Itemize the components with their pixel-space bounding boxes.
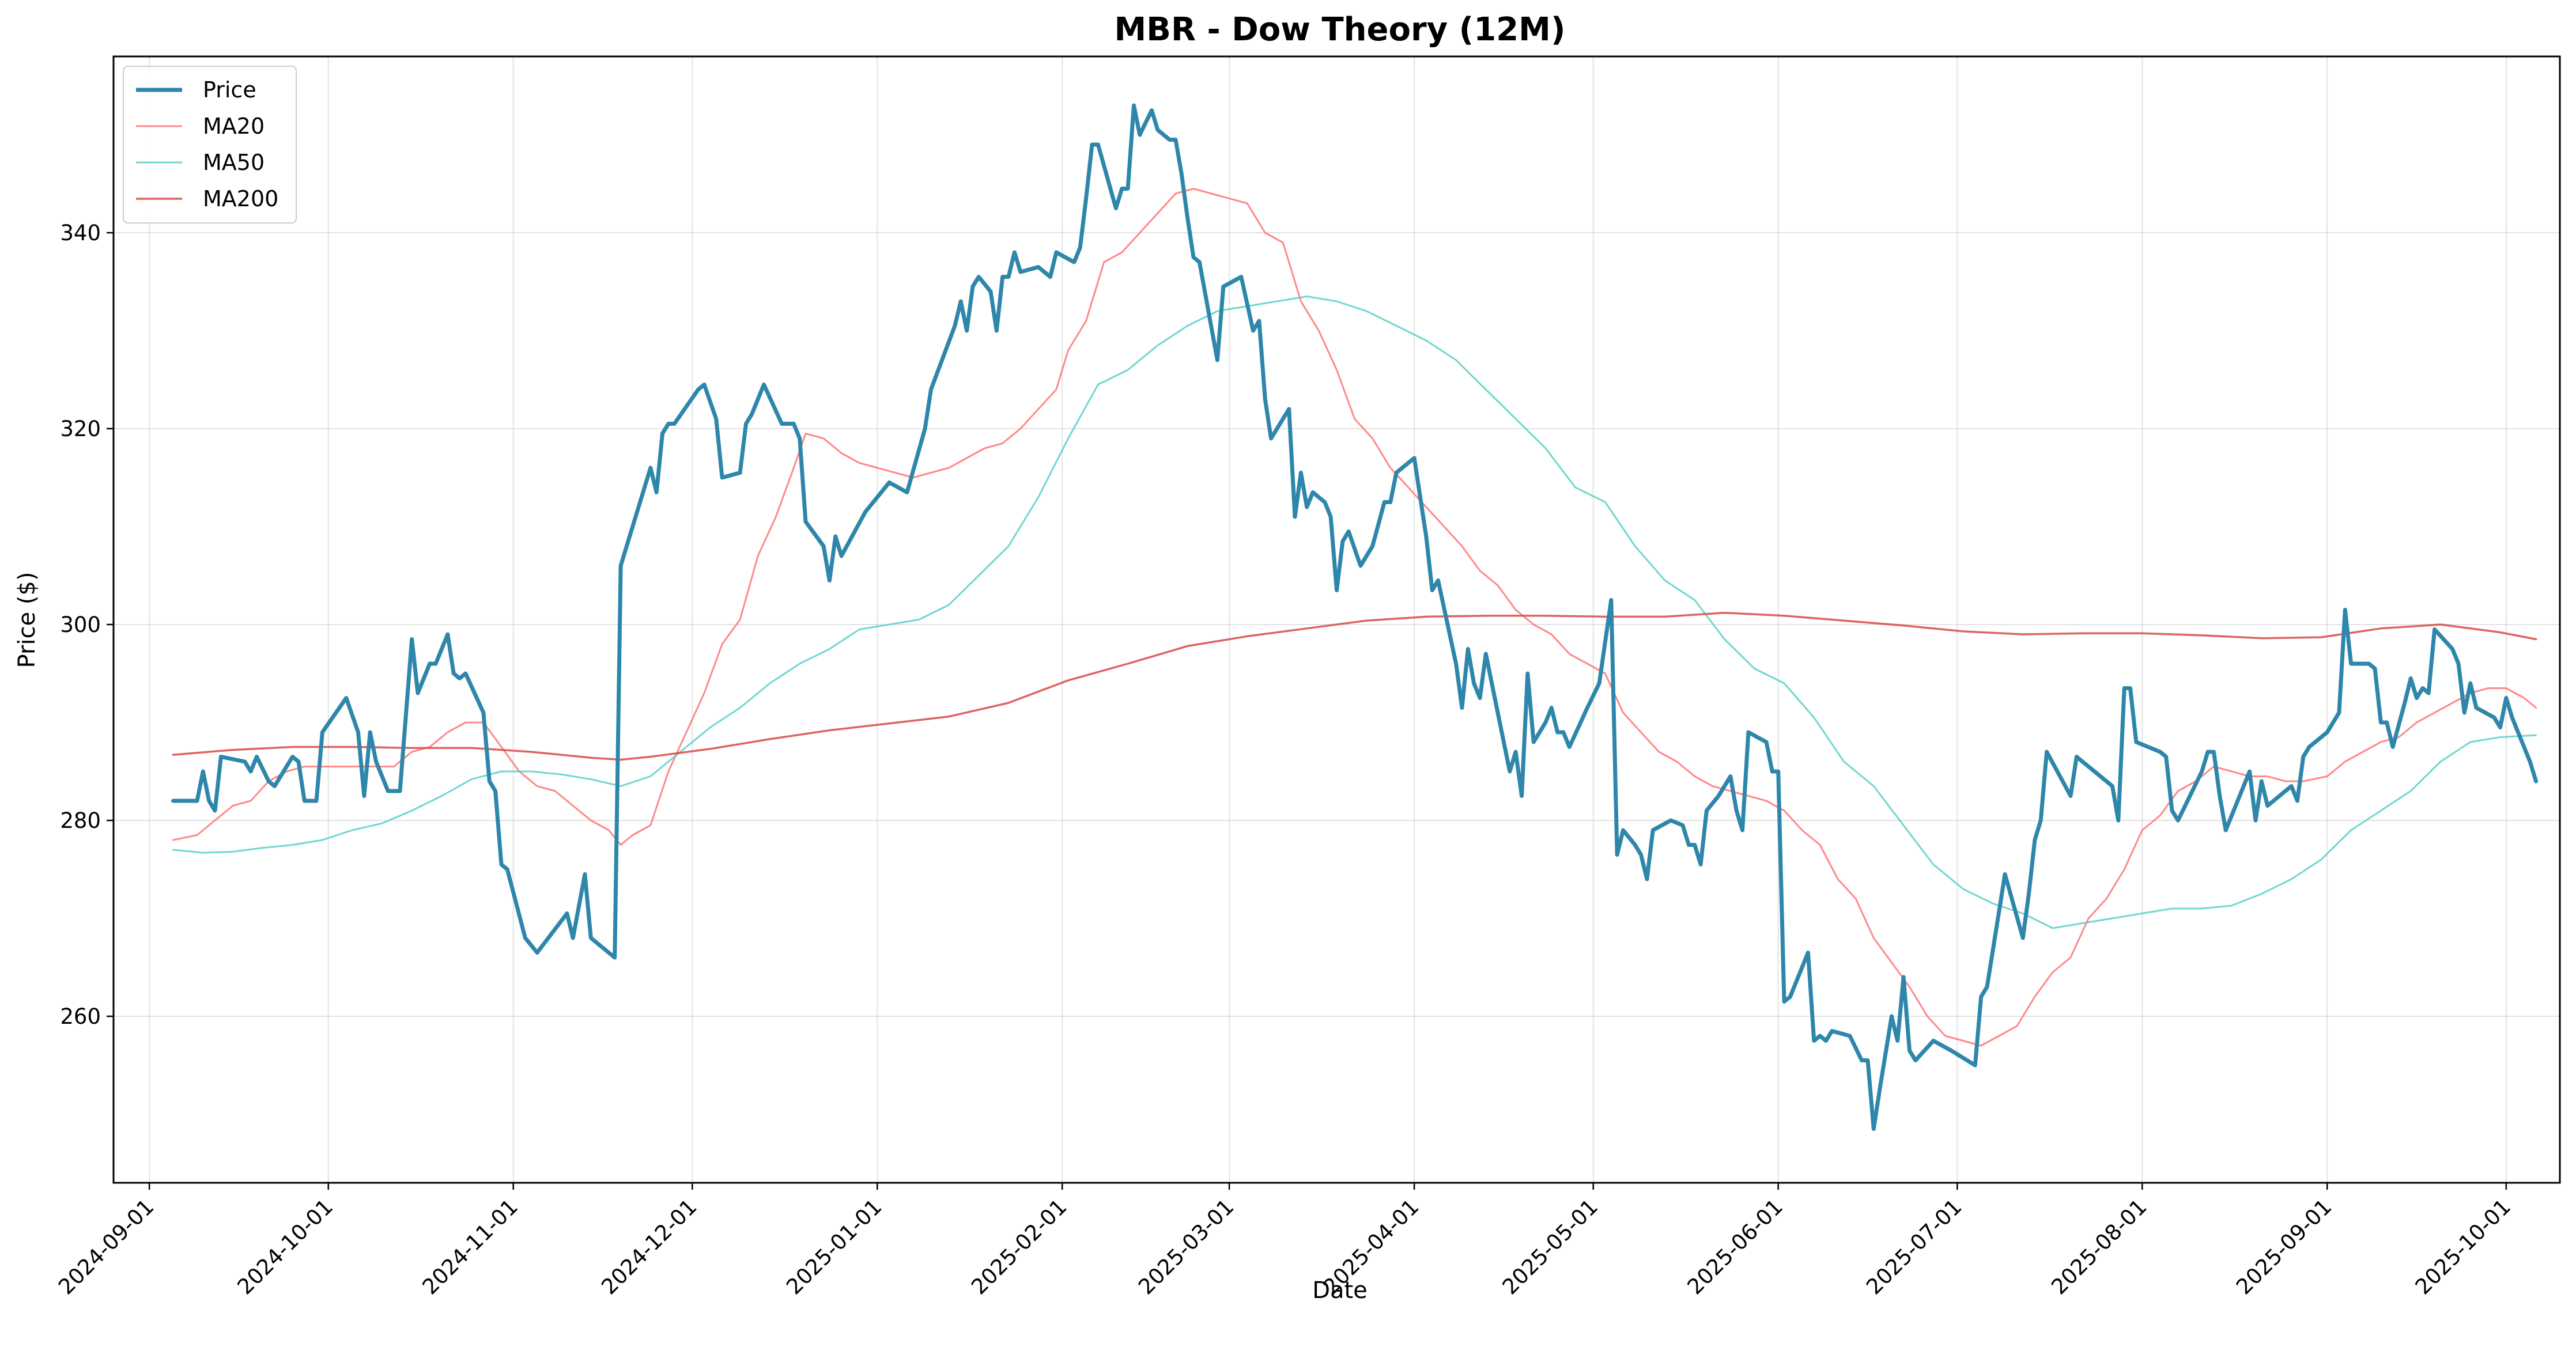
series-line-ma50 <box>172 296 2537 929</box>
y-axis-label: Price ($) <box>14 572 40 668</box>
plot-frame <box>112 55 2561 1184</box>
series-line-ma200 <box>172 611 2537 761</box>
y-tick-label: 260 <box>60 1004 101 1029</box>
series-layer <box>171 103 2539 1131</box>
legend: Price MA20 MA50 MA200 <box>123 66 297 224</box>
y-tick-label: 300 <box>60 612 101 637</box>
legend-label: Price <box>203 77 256 103</box>
series-line-price <box>171 103 2539 1131</box>
legend-label: MA50 <box>203 150 265 175</box>
legend-label: MA200 <box>203 186 278 211</box>
x-axis-label: Date <box>1312 1277 1368 1304</box>
y-tick-label: 320 <box>60 417 101 441</box>
chart-title: MBR - Dow Theory (12M) <box>1115 11 1566 48</box>
y-axis: 260 280 300 320 340 <box>60 221 114 1029</box>
series-line-ma20 <box>172 188 2537 1047</box>
legend-box <box>123 66 297 224</box>
y-tick-label: 340 <box>60 221 101 245</box>
y-tick-label: 280 <box>60 808 101 833</box>
legend-label: MA20 <box>203 113 265 139</box>
